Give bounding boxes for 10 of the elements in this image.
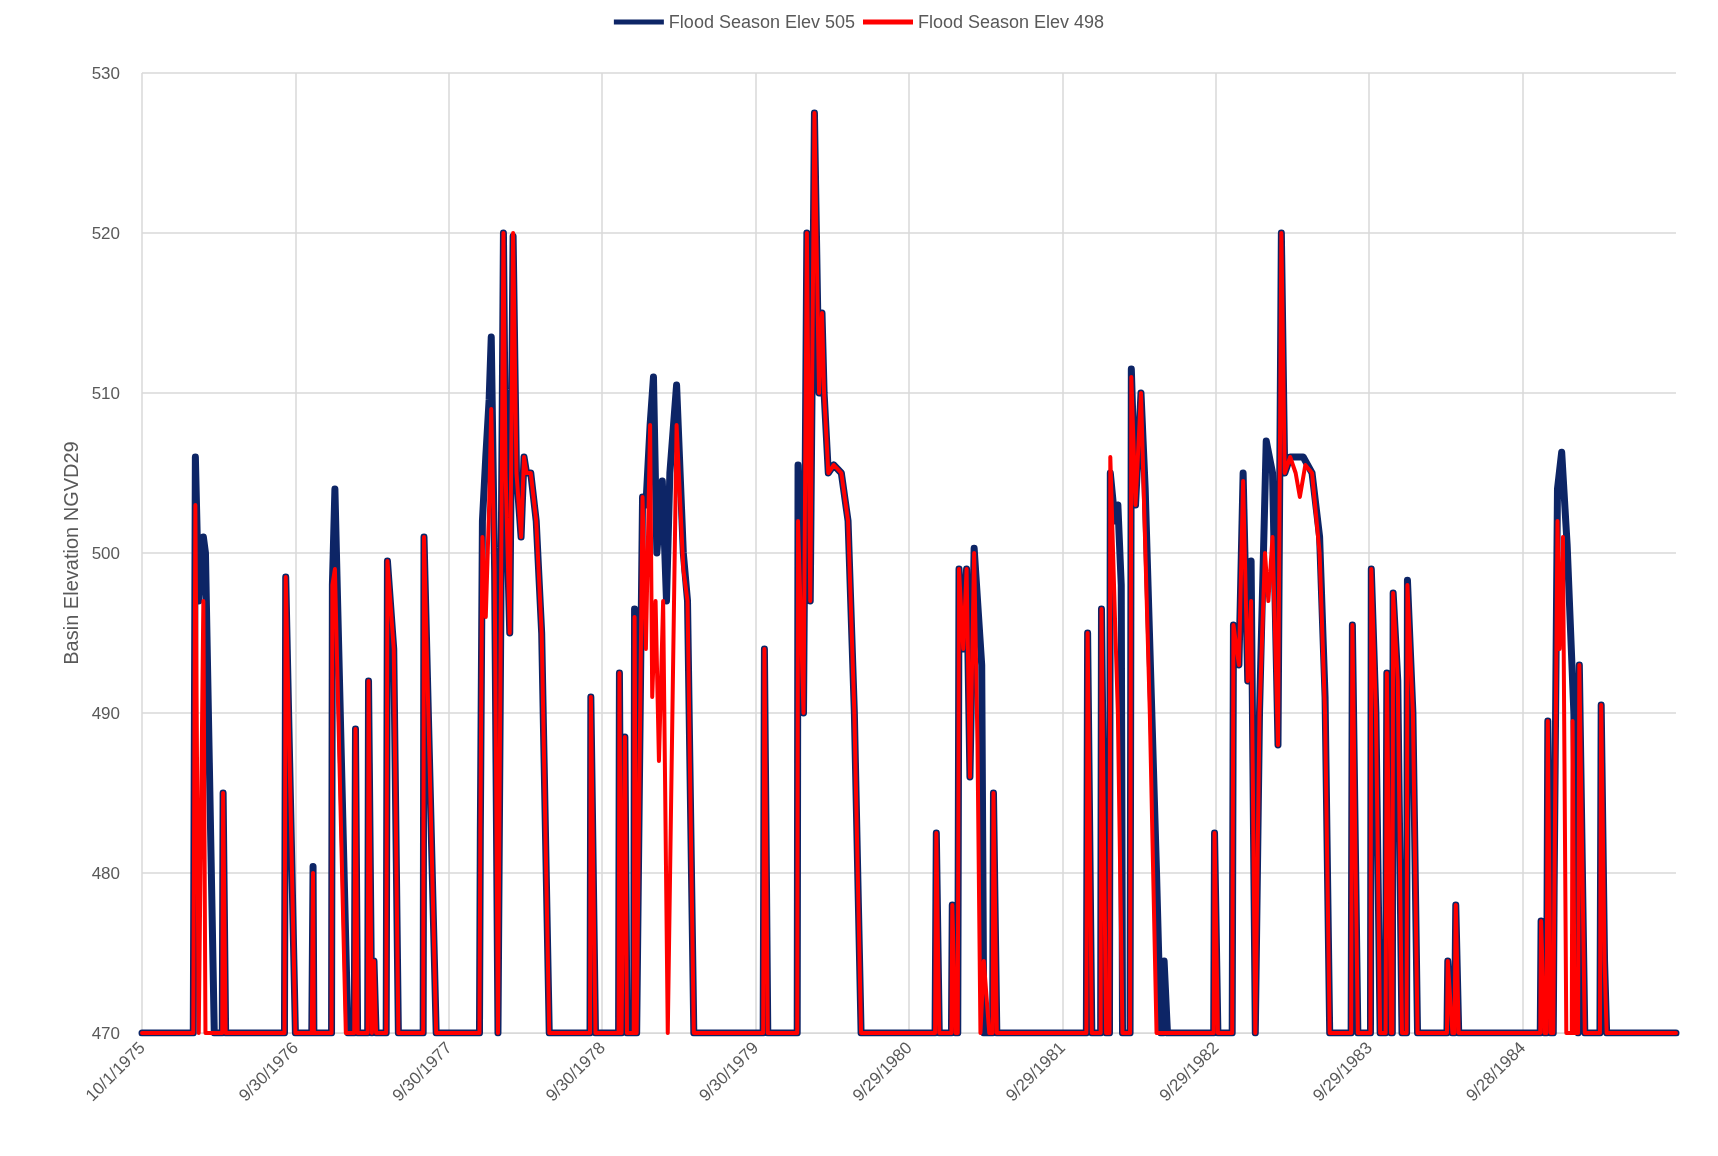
y-tick-label: 470 bbox=[91, 1023, 120, 1043]
y-tick-label: 530 bbox=[91, 63, 120, 83]
y-tick-label: 510 bbox=[91, 383, 120, 403]
y-tick-label: 500 bbox=[91, 543, 120, 563]
y-axis-title: Basin Elevation NGVD29 bbox=[59, 441, 82, 665]
y-tick-label: 490 bbox=[91, 703, 120, 723]
legend-label: Flood Season Elev 505 bbox=[668, 12, 856, 32]
y-tick-label: 520 bbox=[91, 223, 120, 243]
y-tick-label: 480 bbox=[91, 863, 120, 883]
legend-label: Flood Season Elev 498 bbox=[918, 12, 1105, 32]
